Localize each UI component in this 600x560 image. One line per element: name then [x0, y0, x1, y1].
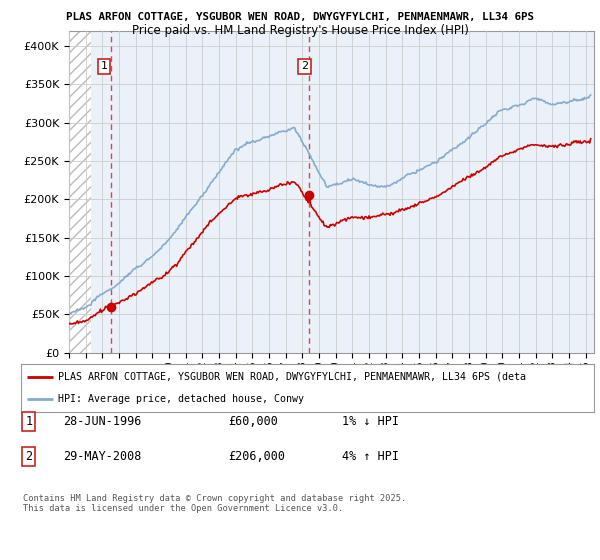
- Bar: [91, 31, 594, 353]
- Text: 1: 1: [101, 62, 107, 72]
- Text: HPI: Average price, detached house, Conwy: HPI: Average price, detached house, Conw…: [58, 394, 304, 404]
- Text: 28-JUN-1996: 28-JUN-1996: [63, 415, 142, 428]
- Text: PLAS ARFON COTTAGE, YSGUBOR WEN ROAD, DWYGYFYLCHI, PENMAENMAWR, LL34 6PS (deta: PLAS ARFON COTTAGE, YSGUBOR WEN ROAD, DW…: [58, 372, 526, 382]
- Text: Price paid vs. HM Land Registry's House Price Index (HPI): Price paid vs. HM Land Registry's House …: [131, 24, 469, 37]
- Text: 29-MAY-2008: 29-MAY-2008: [63, 450, 142, 463]
- Text: Contains HM Land Registry data © Crown copyright and database right 2025.
This d: Contains HM Land Registry data © Crown c…: [23, 494, 406, 514]
- Text: 1: 1: [25, 415, 32, 428]
- Bar: [69, 31, 91, 353]
- Text: 2: 2: [301, 62, 308, 72]
- Text: £60,000: £60,000: [228, 415, 278, 428]
- Text: 2: 2: [25, 450, 32, 463]
- Text: £206,000: £206,000: [228, 450, 285, 463]
- Text: 1% ↓ HPI: 1% ↓ HPI: [342, 415, 399, 428]
- Text: 4% ↑ HPI: 4% ↑ HPI: [342, 450, 399, 463]
- Text: PLAS ARFON COTTAGE, YSGUBOR WEN ROAD, DWYGYFYLCHI, PENMAENMAWR, LL34 6PS: PLAS ARFON COTTAGE, YSGUBOR WEN ROAD, DW…: [66, 12, 534, 22]
